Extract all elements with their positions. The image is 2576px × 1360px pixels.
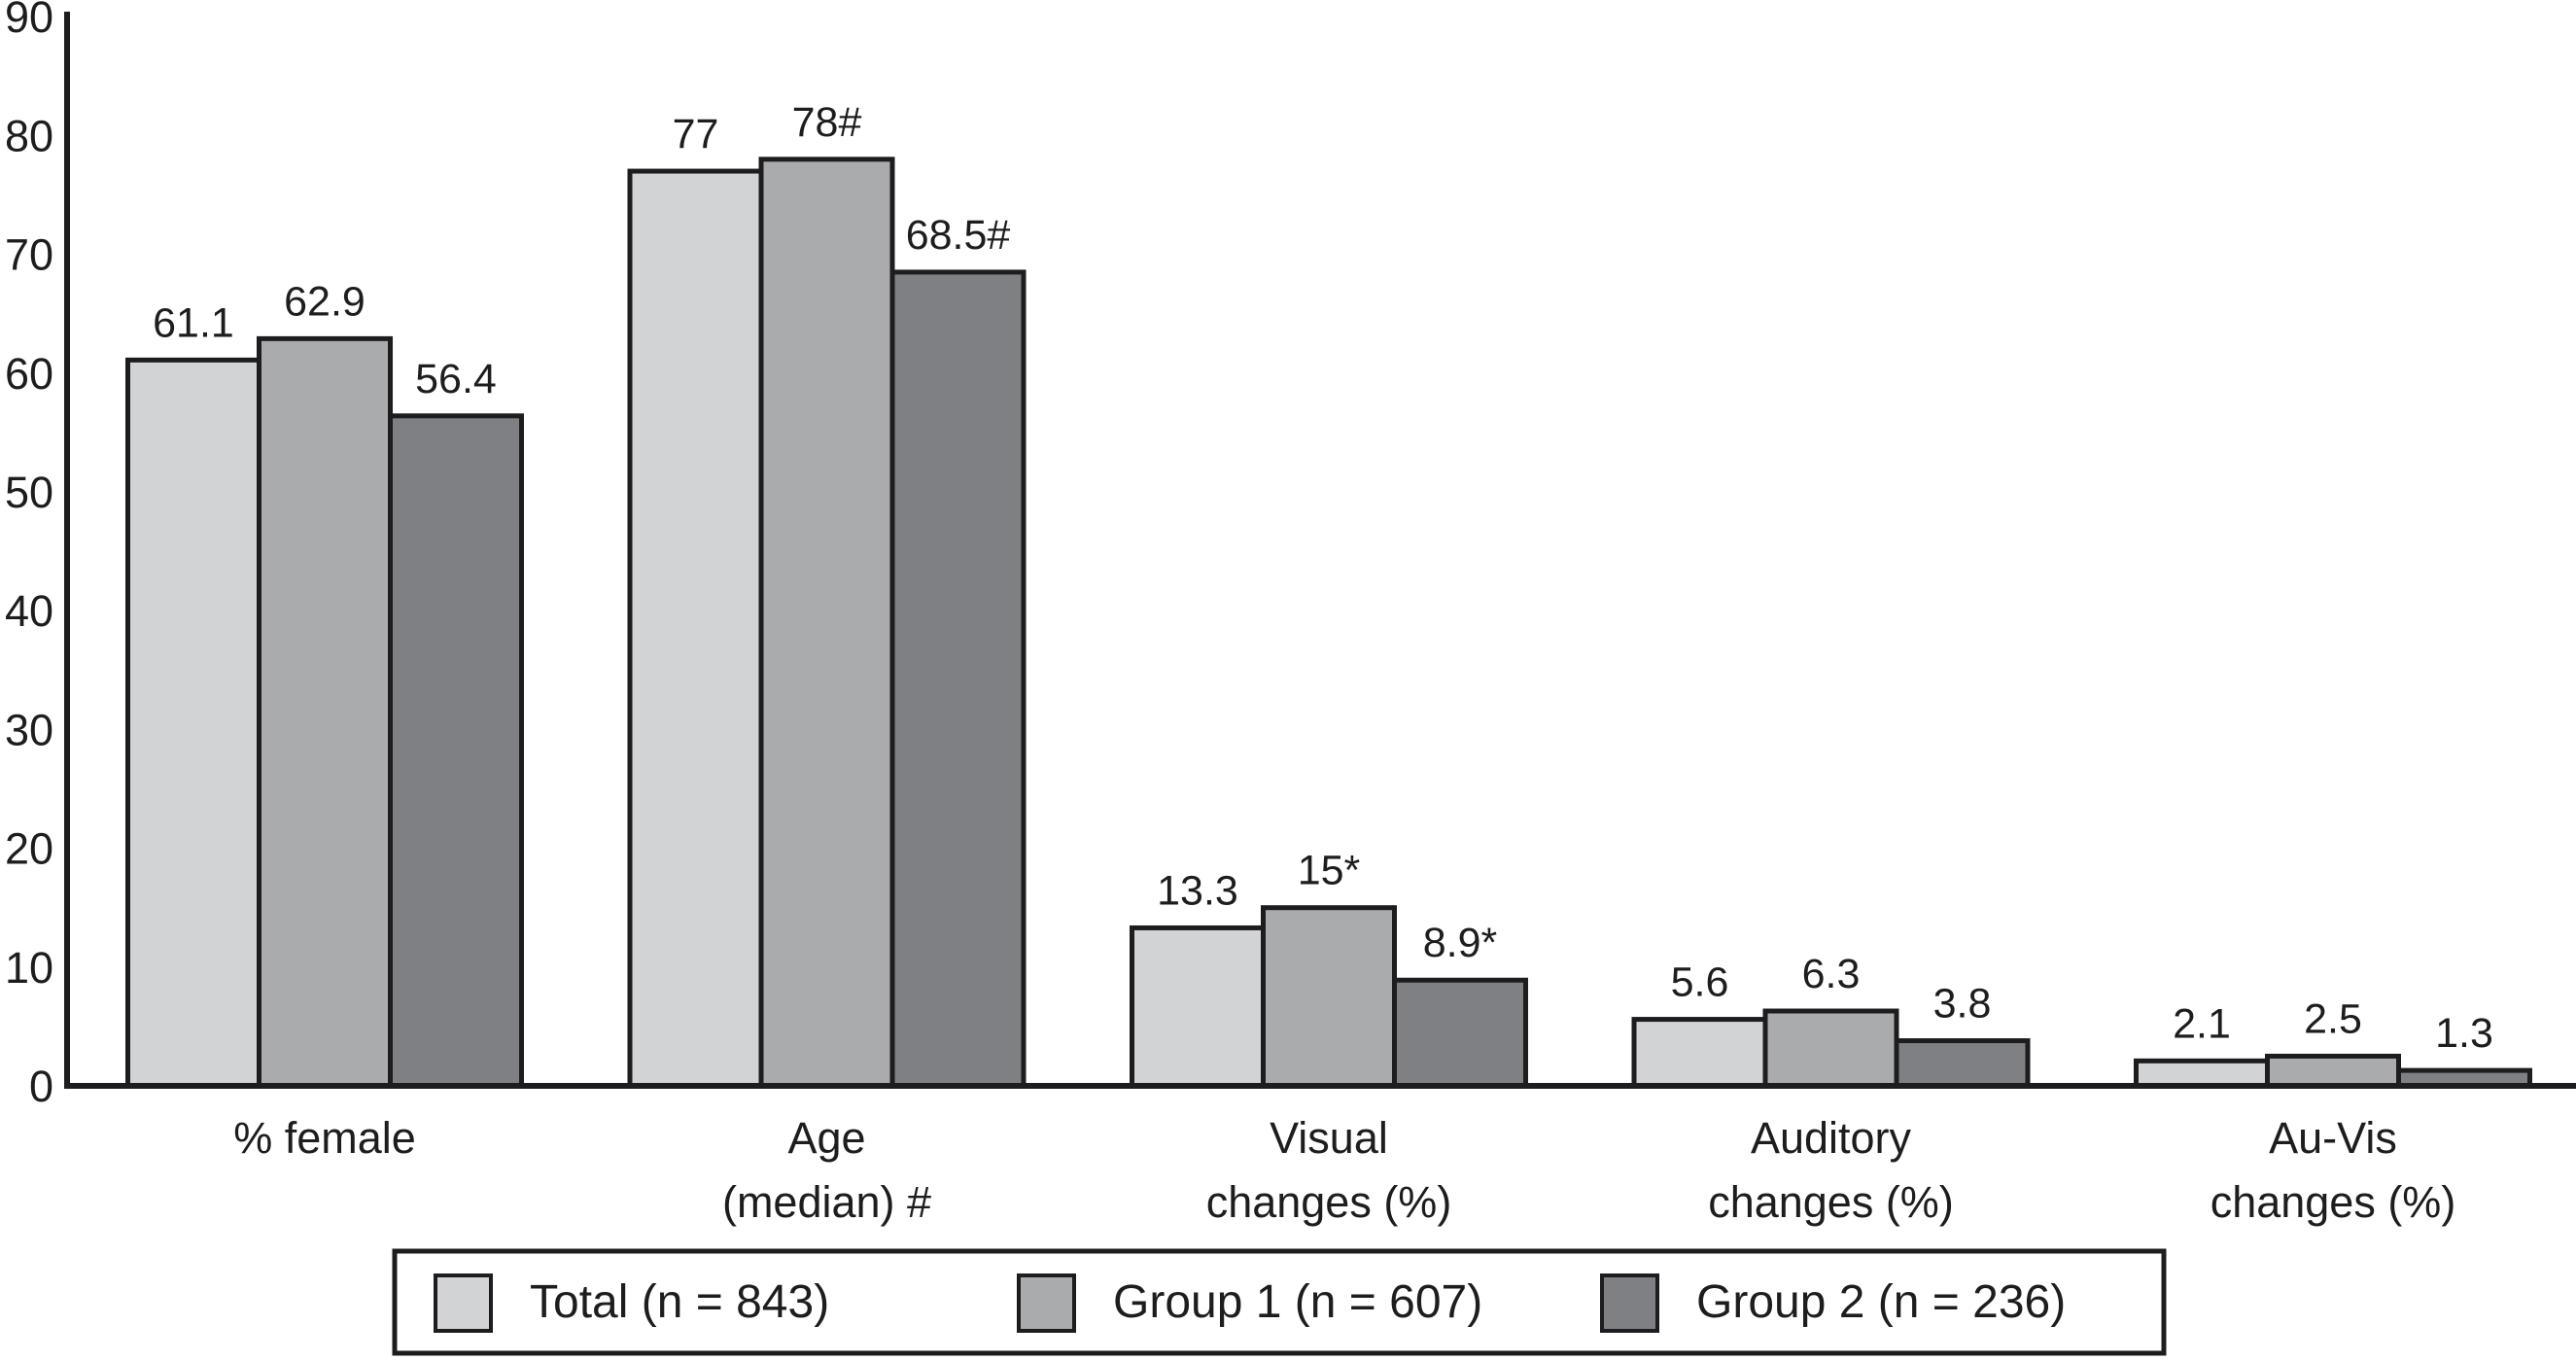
bar-value-label: 78# bbox=[792, 99, 862, 146]
x-axis-category-label: Auditory changes (%) bbox=[1708, 1113, 1954, 1227]
bar-value-label: 2.1 bbox=[2173, 1000, 2231, 1047]
bar bbox=[2134, 1058, 2270, 1089]
bar bbox=[125, 357, 261, 1089]
bar bbox=[1392, 977, 1528, 1089]
legend-swatch bbox=[1600, 1273, 1659, 1333]
bar-value-labels: 61.1 62.9 56.4 77 78# 68.5# 13.3 15* 8.9* 5.6 6.3 3… bbox=[153, 99, 2493, 1057]
bar-value-label: 5.6 bbox=[1671, 959, 1729, 1006]
bar bbox=[1762, 1008, 1899, 1089]
bar bbox=[758, 157, 895, 1089]
bar bbox=[257, 335, 393, 1089]
y-axis-tick-label: 40 bbox=[5, 586, 53, 636]
bar-value-label: 8.9* bbox=[1423, 920, 1498, 966]
x-axis-category-labels: % female Age (median) # Visual changes (%) Au… bbox=[233, 1113, 2455, 1227]
bars-layer bbox=[125, 157, 2532, 1089]
y-axis-tick-label: 70 bbox=[5, 230, 53, 280]
bar-value-label: 77 bbox=[673, 111, 719, 157]
y-axis-tick-label: 10 bbox=[5, 943, 53, 993]
legend-swatch bbox=[1017, 1273, 1076, 1333]
legend-box bbox=[392, 1248, 2167, 1356]
bar-value-label: 2.5 bbox=[2304, 995, 2362, 1042]
legend: Total (n = 843) Group 1 (n = 607) Group 2 … bbox=[392, 1248, 2167, 1356]
bar-value-label: 61.1 bbox=[153, 299, 234, 346]
legend-label: Total (n = 843) bbox=[530, 1276, 829, 1328]
bar bbox=[1894, 1038, 2031, 1089]
legend-swatch bbox=[434, 1273, 493, 1333]
bar bbox=[1130, 924, 1266, 1089]
bar bbox=[889, 269, 1027, 1089]
bar-value-label: 1.3 bbox=[2435, 1010, 2493, 1057]
y-axis-tick-label: 0 bbox=[29, 1062, 53, 1111]
bar bbox=[388, 413, 524, 1089]
y-axis-tick-labels: 0 10 20 30 40 50 60 70 80 90 bbox=[5, 0, 53, 1111]
y-axis-tick-label: 80 bbox=[5, 111, 53, 160]
y-axis-tick-label: 20 bbox=[5, 824, 53, 874]
bar-value-label: 3.8 bbox=[1933, 981, 1992, 1028]
bar-value-label: 6.3 bbox=[1802, 951, 1861, 997]
legend-label: Group 1 (n = 607) bbox=[1113, 1276, 1482, 1328]
bar bbox=[1261, 905, 1397, 1089]
y-axis-tick-label: 50 bbox=[5, 468, 53, 517]
x-axis-category-label: Age (median) # bbox=[722, 1113, 931, 1227]
x-axis-category-label: Visual changes (%) bbox=[1206, 1113, 1452, 1227]
x-axis-category-label: % female bbox=[233, 1113, 416, 1163]
axes-layer bbox=[64, 12, 2576, 1089]
bar bbox=[627, 168, 764, 1089]
y-axis-tick-label: 90 bbox=[5, 0, 53, 42]
bar-value-label: 68.5# bbox=[906, 212, 1011, 259]
bar-value-label: 13.3 bbox=[1157, 867, 1238, 914]
bar bbox=[2265, 1053, 2401, 1089]
x-axis-category-label: Au-Vis changes (%) bbox=[2210, 1113, 2456, 1227]
bar-value-label: 56.4 bbox=[415, 356, 497, 402]
bar-value-label: 15* bbox=[1298, 848, 1361, 894]
bar-value-label: 62.9 bbox=[284, 278, 366, 325]
y-axis-tick-label: 60 bbox=[5, 349, 53, 399]
bar bbox=[1631, 1017, 1768, 1089]
legend-label: Group 2 (n = 236) bbox=[1696, 1276, 2066, 1328]
y-axis-tick-label: 30 bbox=[5, 705, 53, 754]
